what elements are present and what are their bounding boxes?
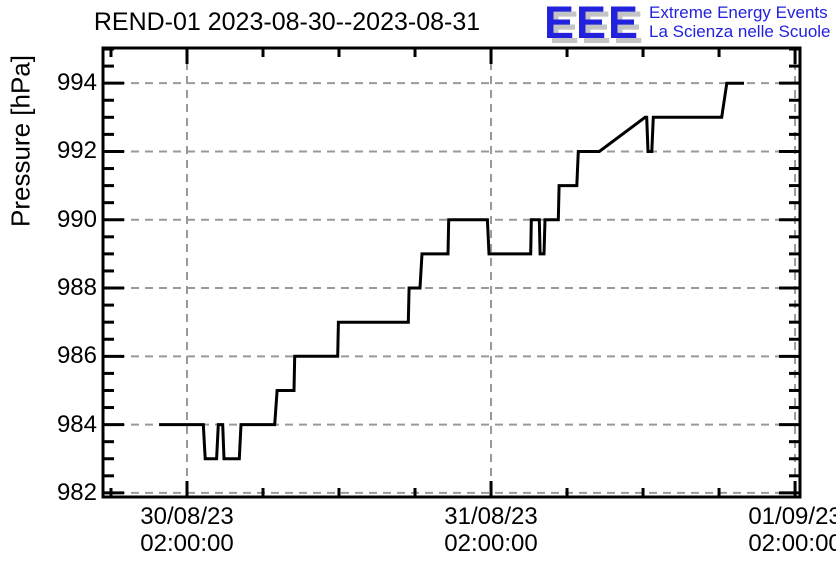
y-tick-label: 986 <box>0 344 97 368</box>
y-tick-label-line: 992 <box>56 137 97 165</box>
eee-logo-line1: Extreme Energy Events <box>649 3 828 22</box>
chart-title: REND-01 2023-08-30--2023-08-31 <box>93 8 481 36</box>
y-tick-label: 994 <box>0 71 97 95</box>
eee-logo-line2: La Scienza nelle Scuole <box>649 22 831 41</box>
y-tick-label-line: 984 <box>56 410 97 438</box>
eee-logo-text: Extreme Energy Events La Scienza nelle S… <box>649 2 830 41</box>
x-tick-label-line: 02:00:00 <box>444 530 538 557</box>
plot-frame <box>101 46 802 499</box>
y-tick-label: 982 <box>0 478 97 506</box>
x-tick-label-line: 02:00:00 <box>748 530 836 557</box>
x-tick-label: 30/08/23 02:00:00 <box>140 503 233 557</box>
x-tick-label: 31/08/23 02:00:00 <box>444 503 537 557</box>
pressure-series-line <box>159 81 744 461</box>
y-tick-label-line: 986 <box>56 342 97 370</box>
y-tick-label: 988 <box>0 276 97 300</box>
x-tick-label-line: 31/08/23 <box>444 503 538 530</box>
y-tick-label-line: 990 <box>56 205 97 233</box>
eee-logo: EEE Extreme Energy Events La Scienza nel… <box>544 0 831 48</box>
x-tick-label-line: 01/09/23 <box>748 503 836 530</box>
y-tick-label: 992 <box>0 139 97 163</box>
x-tick-label-line: 30/08/23 <box>140 503 234 530</box>
y-tick-label-line: 994 <box>56 69 97 97</box>
x-tick-label: 01/09/23 02:00:00 <box>748 503 836 557</box>
y-tick-label-line: 988 <box>56 274 97 302</box>
y-tick-label: 984 <box>0 410 97 438</box>
eee-logo-acronym: EEE <box>544 0 641 48</box>
y-tick-label: 990 <box>0 205 97 233</box>
y-tick-label-line: 982 <box>56 478 97 506</box>
x-tick-label-line: 02:00:00 <box>140 530 234 557</box>
